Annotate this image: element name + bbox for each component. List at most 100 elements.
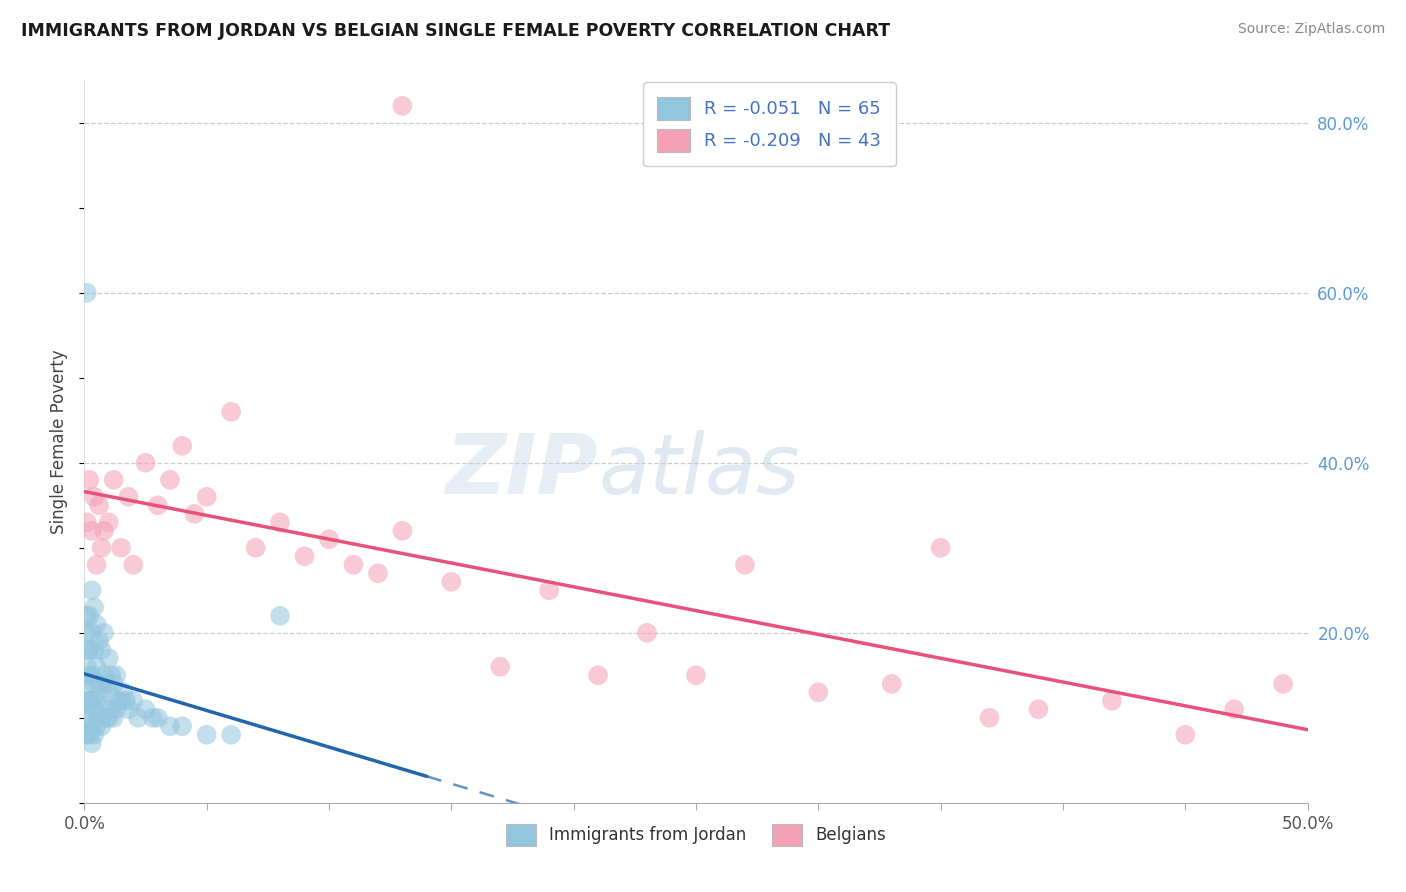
Point bbox=[83, 642, 105, 657]
Point bbox=[93, 625, 115, 640]
Point bbox=[80, 694, 103, 708]
Point bbox=[105, 702, 128, 716]
Point bbox=[195, 490, 218, 504]
Point bbox=[342, 558, 364, 572]
Point bbox=[117, 490, 139, 504]
Point bbox=[245, 541, 267, 555]
Point bbox=[110, 541, 132, 555]
Point bbox=[87, 711, 110, 725]
Point bbox=[929, 541, 952, 555]
Point bbox=[367, 566, 389, 581]
Text: ZIP: ZIP bbox=[446, 430, 598, 511]
Point bbox=[100, 668, 122, 682]
Point bbox=[269, 516, 291, 530]
Point bbox=[979, 711, 1001, 725]
Point bbox=[80, 736, 103, 750]
Point bbox=[77, 473, 100, 487]
Point bbox=[87, 677, 110, 691]
Point bbox=[93, 524, 115, 538]
Point bbox=[685, 668, 707, 682]
Point bbox=[107, 694, 129, 708]
Point bbox=[77, 642, 100, 657]
Point bbox=[159, 719, 181, 733]
Point bbox=[489, 660, 512, 674]
Point bbox=[219, 405, 242, 419]
Point bbox=[135, 456, 157, 470]
Point bbox=[172, 439, 194, 453]
Point bbox=[294, 549, 316, 564]
Point bbox=[80, 668, 103, 682]
Point bbox=[142, 711, 165, 725]
Point bbox=[112, 685, 135, 699]
Point bbox=[1223, 702, 1246, 716]
Legend: Immigrants from Jordan, Belgians: Immigrants from Jordan, Belgians bbox=[499, 818, 893, 852]
Y-axis label: Single Female Poverty: Single Female Poverty bbox=[51, 350, 69, 533]
Point bbox=[636, 625, 658, 640]
Point bbox=[391, 524, 413, 538]
Point bbox=[318, 533, 340, 547]
Point bbox=[77, 668, 100, 682]
Text: atlas: atlas bbox=[598, 430, 800, 511]
Point bbox=[97, 685, 120, 699]
Point bbox=[76, 677, 98, 691]
Point bbox=[103, 711, 125, 725]
Point bbox=[83, 600, 105, 615]
Point bbox=[96, 677, 118, 691]
Point bbox=[159, 473, 181, 487]
Point bbox=[83, 702, 105, 716]
Point bbox=[90, 541, 112, 555]
Point bbox=[90, 685, 112, 699]
Point bbox=[86, 617, 108, 632]
Point bbox=[122, 558, 145, 572]
Point bbox=[122, 694, 145, 708]
Point bbox=[807, 685, 830, 699]
Point bbox=[76, 608, 98, 623]
Point bbox=[146, 498, 169, 512]
Point bbox=[586, 668, 609, 682]
Point bbox=[83, 490, 105, 504]
Point bbox=[97, 516, 120, 530]
Text: Source: ZipAtlas.com: Source: ZipAtlas.com bbox=[1237, 22, 1385, 37]
Point bbox=[76, 285, 98, 300]
Point bbox=[77, 711, 100, 725]
Point bbox=[90, 642, 112, 657]
Point bbox=[115, 694, 138, 708]
Point bbox=[172, 719, 194, 733]
Point bbox=[80, 625, 103, 640]
Point bbox=[97, 711, 120, 725]
Point bbox=[80, 583, 103, 598]
Point bbox=[391, 99, 413, 113]
Point bbox=[93, 668, 115, 682]
Point bbox=[440, 574, 463, 589]
Point bbox=[100, 702, 122, 716]
Point bbox=[76, 660, 98, 674]
Point bbox=[93, 702, 115, 716]
Point bbox=[1272, 677, 1295, 691]
Point bbox=[880, 677, 903, 691]
Point bbox=[103, 677, 125, 691]
Point bbox=[86, 660, 108, 674]
Point bbox=[77, 694, 100, 708]
Text: IMMIGRANTS FROM JORDAN VS BELGIAN SINGLE FEMALE POVERTY CORRELATION CHART: IMMIGRANTS FROM JORDAN VS BELGIAN SINGLE… bbox=[21, 22, 890, 40]
Point bbox=[96, 711, 118, 725]
Point bbox=[80, 719, 103, 733]
Point bbox=[76, 642, 98, 657]
Point bbox=[117, 702, 139, 716]
Point bbox=[87, 498, 110, 512]
Point bbox=[76, 711, 98, 725]
Point bbox=[83, 728, 105, 742]
Point bbox=[80, 524, 103, 538]
Point bbox=[538, 583, 561, 598]
Point bbox=[1101, 694, 1123, 708]
Point bbox=[86, 558, 108, 572]
Point bbox=[1028, 702, 1050, 716]
Point bbox=[219, 728, 242, 742]
Point bbox=[86, 719, 108, 733]
Point bbox=[195, 728, 218, 742]
Point bbox=[77, 608, 100, 623]
Point bbox=[1174, 728, 1197, 742]
Point bbox=[76, 516, 98, 530]
Point bbox=[76, 694, 98, 708]
Point bbox=[90, 719, 112, 733]
Point bbox=[269, 608, 291, 623]
